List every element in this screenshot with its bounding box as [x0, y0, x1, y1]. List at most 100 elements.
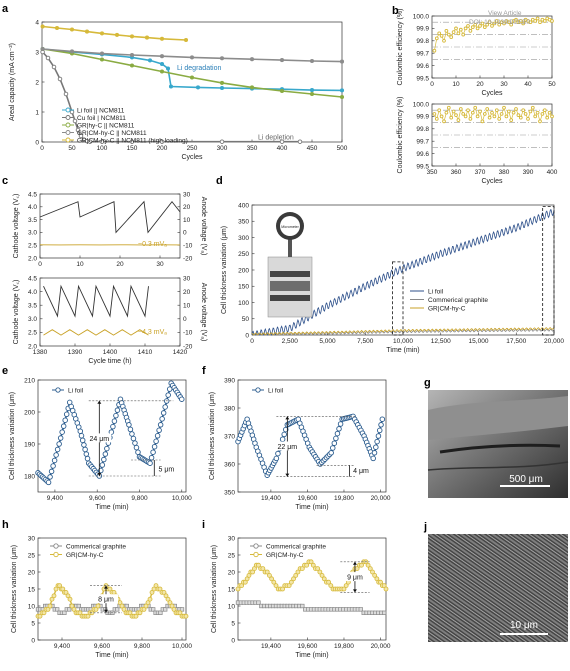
series-line-b2-0 [434, 106, 553, 123]
chart-d: 0 2,500 5,000 7,500 10,000 12,500 15,000 17,500… [221, 202, 564, 354]
data-point-b2-0 [442, 119, 446, 124]
legend-label-f: Li foil [268, 387, 284, 394]
y-axis-label-d: Cell thickness variation (μm) [221, 226, 228, 314]
data-point-h-0 [115, 607, 120, 612]
y-tick-label-c2: 2.0 [28, 343, 37, 350]
data-point-f-0 [337, 421, 344, 427]
dimension-label-h: 8 μm [98, 597, 114, 604]
data-point-b2-0 [526, 117, 530, 121]
y-tick-label-i: 0 [231, 637, 235, 644]
data-point-e-0 [108, 429, 115, 435]
data-point-b1-0 [449, 35, 454, 39]
data-point-b1-0 [497, 22, 502, 27]
data-point-e-0 [127, 426, 134, 433]
data-point-b1-0 [434, 36, 439, 41]
x-tick-label-a: 250 [187, 145, 198, 152]
x-tick-label-i: 19,600 [297, 643, 317, 650]
y-tick-label-h: 20 [28, 569, 36, 576]
data-point-e-0 [99, 462, 106, 468]
y2-tick-label-c2: 10 [183, 303, 191, 310]
x-tick-label-d: 17,500 [506, 338, 526, 345]
data-point-i-1 [310, 562, 316, 568]
y2-tick-label-c1: 0 [183, 230, 187, 237]
sem-image-g: 500 μm [427, 390, 569, 498]
y-tick-label-c2: 3.0 [28, 316, 37, 323]
data-point-a-1 [75, 127, 81, 133]
data-point-b1-0 [478, 24, 482, 28]
chart-h: 9,400 9,600 9,800 10,000 0 5 10 15 20 25 30 Time (m… [11, 535, 192, 659]
data-point-e-0 [156, 427, 162, 434]
x-tick-label-h: 9,600 [94, 643, 111, 650]
data-point-a-3 [279, 58, 285, 63]
data-point-i-1 [291, 576, 296, 582]
data-point-b1-0 [437, 31, 442, 36]
data-point-a-0 [195, 85, 201, 90]
data-point-h-1 [167, 600, 173, 605]
data-point-h-1 [85, 613, 91, 619]
data-point-b1-0 [444, 29, 449, 33]
data-point-e-0 [160, 410, 167, 416]
plot-frame-e [37, 379, 187, 493]
data-point-i-1 [273, 583, 279, 588]
x-tick-label-d: 5,000 [319, 338, 336, 345]
data-point-e-0 [162, 404, 168, 410]
data-point-e-0 [62, 417, 68, 423]
y-tick-label-c1: 3.5 [28, 217, 37, 224]
data-point-b2-0 [518, 115, 523, 120]
y2-tick-label-c2: 0 [183, 316, 187, 323]
data-point-e-0 [159, 416, 165, 422]
x-tick-label-d: 15,000 [469, 338, 489, 345]
data-point-e-0 [51, 457, 58, 464]
data-point-b1-0 [439, 33, 444, 38]
y-tick-label-d: 350 [238, 219, 249, 226]
data-point-i-1 [341, 586, 347, 592]
data-point-h-1 [51, 593, 57, 599]
data-point-a-1 [63, 91, 69, 97]
legend-label-i: Commerical graphite [266, 543, 326, 550]
panel-label-i: i [202, 519, 205, 531]
data-point-i-1 [343, 583, 349, 588]
data-point-f-0 [330, 445, 336, 451]
legend-label-a: Li foil || NCM811 [77, 107, 125, 114]
data-point-a-4 [159, 36, 165, 41]
y-tick-label-h: 30 [28, 535, 36, 542]
y-tick-label-b2: 99.9 [416, 114, 429, 121]
data-point-e-0 [148, 454, 155, 461]
data-point-b2-0 [444, 110, 449, 115]
y-tick-label-c2: 2.5 [28, 330, 37, 337]
data-point-i-1 [328, 583, 334, 588]
x-tick-label-d: 10,000 [393, 338, 413, 345]
data-point-i-1 [367, 566, 373, 571]
data-point-i-1 [370, 569, 375, 575]
data-point-b1-0 [514, 17, 518, 22]
x-tick-label-b2: 390 [523, 169, 534, 176]
legend-marker-a [65, 130, 71, 135]
data-point-b1-0 [458, 27, 463, 32]
data-point-e-0 [129, 431, 135, 437]
data-point-b2-0 [506, 109, 511, 114]
y2-axis-label-c1: Anode voltage (Vₐ) [200, 197, 207, 256]
data-point-b2-0 [463, 114, 468, 119]
data-point-a-1 [99, 139, 105, 144]
data-point-h-1 [163, 593, 169, 599]
data-point-a-2 [129, 63, 135, 68]
data-point-h-1 [95, 603, 101, 609]
data-point-i-1 [256, 562, 261, 568]
data-point-i-1 [288, 579, 294, 585]
data-point-b1-0 [506, 20, 511, 25]
data-point-b1-0 [509, 22, 514, 27]
data-point-a-4 [183, 37, 189, 43]
y-tick-label-b2: 99.8 [416, 126, 429, 133]
y-tick-label-d: 50 [242, 316, 250, 323]
data-point-a-2 [99, 57, 105, 62]
y-tick-label-i: 15 [228, 586, 236, 593]
data-point-e-0 [59, 429, 65, 435]
data-point-a-3 [219, 56, 225, 61]
x-tick-label-c2: 1420 [173, 349, 188, 356]
data-point-f-0 [374, 438, 380, 445]
data-point-i-1 [326, 579, 332, 585]
data-point-b2-0 [523, 112, 528, 116]
data-point-f-0 [336, 426, 342, 432]
y-tick-label-e: 200 [24, 409, 35, 416]
dimension-label-bg-h [94, 594, 118, 604]
